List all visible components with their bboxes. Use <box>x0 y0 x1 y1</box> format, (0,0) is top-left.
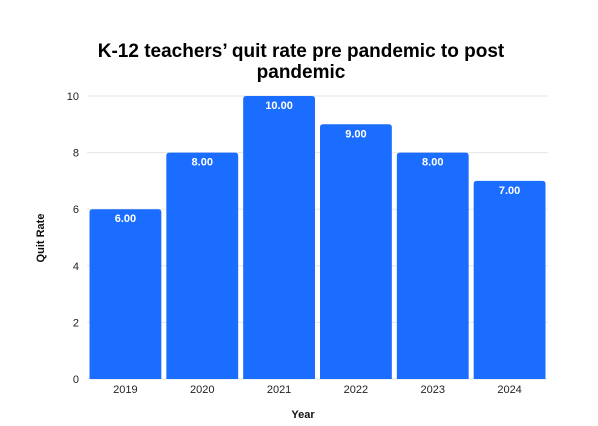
data-label-2022: 9.00 <box>345 128 366 140</box>
x-axis-label: Year <box>291 409 315 421</box>
y-tick-label: 8 <box>73 148 79 160</box>
bar-2020 <box>166 152 239 379</box>
data-label-2023: 8.00 <box>422 157 443 169</box>
x-tick-label: 2021 <box>267 384 291 396</box>
y-tick-label: 0 <box>73 374 79 386</box>
y-tick-label: 2 <box>73 317 79 329</box>
data-label-2021: 10.00 <box>265 100 293 112</box>
y-tick-label: 4 <box>73 261 79 273</box>
bar-2021 <box>243 96 315 379</box>
x-tick-label: 2024 <box>497 384 521 396</box>
bars <box>89 96 546 379</box>
x-tick-label: 2022 <box>344 384 368 396</box>
data-label-2020: 8.00 <box>192 157 213 169</box>
data-label-2024: 7.00 <box>499 185 520 197</box>
bar-2019 <box>89 209 162 379</box>
data-labels: 6.00 8.00 10.00 9.00 8.00 7.00 <box>115 100 521 225</box>
chart-title-line-2: pandemic <box>257 62 346 83</box>
bar-2022 <box>320 124 392 379</box>
bar-2024 <box>473 180 546 379</box>
data-label-2019: 6.00 <box>115 213 136 225</box>
x-axis-ticks: 2019 2020 2021 2022 2023 2024 <box>113 384 522 396</box>
x-tick-label: 2019 <box>113 384 137 396</box>
y-axis-ticks: 0 2 4 6 8 10 <box>67 91 79 386</box>
y-axis-label: Quit Rate <box>35 214 47 263</box>
x-tick-label: 2020 <box>190 384 214 396</box>
bar-2023 <box>396 152 469 379</box>
chart-title-line-1: K-12 teachers’ quit rate pre pandemic to… <box>98 41 505 62</box>
y-tick-label: 10 <box>67 91 79 103</box>
y-tick-label: 6 <box>73 204 79 216</box>
gridlines <box>87 95 548 380</box>
x-tick-label: 2023 <box>421 384 445 396</box>
